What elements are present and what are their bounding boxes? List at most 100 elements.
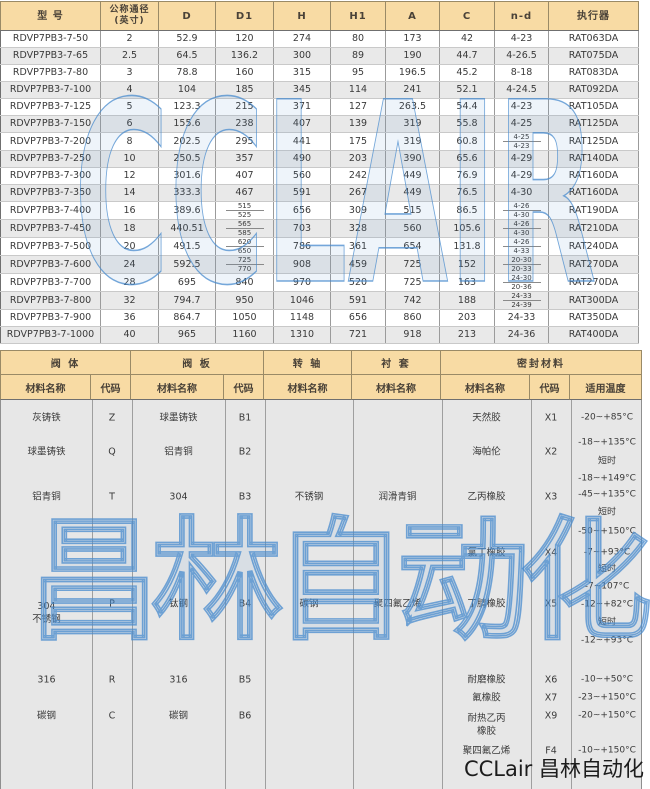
- liner-material: 聚四氟乙烯: [373, 598, 422, 610]
- spec-cell-d: 202.5: [158, 132, 216, 151]
- spec-cell-model: RDVP7PB3-7-450: [0, 219, 101, 238]
- spec-row: RDVP7PB3-7-600 24 592.5 725 770 908 459 725 152 2…: [0, 255, 639, 274]
- column-divider: [531, 400, 532, 789]
- spec-cell-value: 4-26: [513, 220, 530, 228]
- seal-temperature-range: -10~+150°C: [578, 745, 636, 756]
- spec-cell-act: RAT083DA: [548, 64, 639, 82]
- spec-cell-value: 585: [225, 228, 264, 237]
- seal-temperature-range: -7~107°C: [584, 581, 630, 592]
- spec-cell-value: 24-36: [507, 329, 536, 340]
- spec-cell-value: 24-39: [502, 300, 541, 309]
- spec-cell-d: 64.5: [158, 47, 216, 65]
- column-divider: [132, 400, 133, 789]
- spec-cell-value: 515: [237, 202, 252, 210]
- spec-cell-h: 703: [273, 219, 331, 238]
- spec-cell-nd: 4-25: [494, 115, 549, 133]
- valve-body-code: Q: [108, 446, 116, 458]
- seal-temperature-range: -50~+150°C: [578, 526, 636, 537]
- spec-cell-value: 4-26: [513, 238, 530, 246]
- spec-cell-h1: 89: [330, 47, 386, 65]
- spec-cell-h: 274: [273, 30, 331, 48]
- spec-col-header: C: [439, 1, 495, 31]
- spec-cell-h: 1046: [273, 291, 331, 310]
- seal-code: X1: [544, 412, 558, 424]
- spec-cell-d1: 840: [215, 273, 274, 292]
- spec-cell-model: RDVP7PB3-7-200: [0, 132, 101, 151]
- spec-cell-dn: 12: [100, 167, 159, 185]
- spec-cell-value: 407: [235, 170, 254, 181]
- spec-cell-value: 24-33: [511, 292, 532, 300]
- spec-cell-value: 1050: [232, 312, 257, 323]
- spec-cell-nd: 4-30: [494, 184, 549, 202]
- spec-cell-a: 241: [385, 81, 440, 99]
- spec-cell-d: 864.7: [158, 309, 216, 327]
- seal-code: X2: [544, 446, 558, 458]
- spec-cell-d: 333.3: [158, 184, 216, 202]
- spec-cell-c: 86.5: [439, 201, 495, 220]
- spec-cell-nd: 4-26 4-33: [494, 237, 549, 256]
- spec-cell-c: 105.6: [439, 219, 495, 238]
- seal-code: X4: [544, 547, 558, 559]
- spec-col-header: 公称通径 (英寸): [100, 1, 159, 31]
- spec-cell-nd: 24-33 24-39: [494, 291, 549, 310]
- spec-cell-model: RDVP7PB3-7-800: [0, 291, 101, 310]
- seal-material: 丁腈橡胶: [467, 598, 506, 610]
- spec-row: RDVP7PB3-7-150 6 155.6 238 407 139 319 55.8 4-25…: [0, 115, 639, 133]
- spec-cell-nd: 4-25 4-23: [494, 132, 549, 151]
- valve-plate-code: B2: [238, 446, 252, 458]
- spec-cell-a: 725: [385, 273, 440, 292]
- spec-cell-h1: 520: [330, 273, 386, 292]
- spec-cell-d: 440.51: [158, 219, 216, 238]
- spec-cell-dn: 32: [100, 291, 159, 310]
- spec-row: RDVP7PB3-7-350 14 333.3 467 591 267 449 76.5 4-3…: [0, 184, 639, 202]
- seal-material: 耐热乙丙 橡胶: [467, 713, 506, 737]
- shaft-material: 碳钢: [299, 598, 319, 610]
- spec-cell-dn: 20: [100, 237, 159, 256]
- material-subheader: 代码: [224, 374, 264, 400]
- spec-cell-a: 173: [385, 30, 440, 48]
- seal-temperature-range: -20~+85°C: [580, 412, 634, 423]
- spec-cell-value: 650: [225, 246, 264, 255]
- spec-cell-value: 525: [225, 210, 264, 219]
- spec-cell-value: 24-33: [507, 312, 536, 323]
- spec-cell-act: RAT160DA: [548, 167, 639, 185]
- spec-cell-model: RDVP7PB3-7-500: [0, 237, 101, 256]
- spec-row: RDVP7PB3-7-200 8 202.5 295 441 175 319 60.8 4-25…: [0, 132, 639, 151]
- spec-cell-value: 215: [235, 101, 254, 112]
- spec-cell-a: 196.5: [385, 64, 440, 82]
- spec-cell-model: RDVP7PB3-7-100: [0, 81, 101, 99]
- spec-cell-dn: 6: [100, 115, 159, 133]
- spec-col-header: 型 号: [0, 1, 101, 31]
- spec-cell-dn: 4: [100, 81, 159, 99]
- spec-cell-value: 840: [235, 276, 254, 288]
- material-group-header: 阀 板: [131, 350, 264, 374]
- spec-cell-dn: 40: [100, 326, 159, 344]
- spec-cell-d: 78.8: [158, 64, 216, 82]
- spec-cell-value: 4-23: [510, 33, 533, 44]
- spec-cell-value: 725: [237, 256, 252, 264]
- brand-footer-text: CCLair 昌林自动化: [463, 757, 644, 781]
- spec-cell-value: 4-25: [513, 133, 530, 141]
- spec-cell-value: 4-33: [502, 246, 541, 255]
- seal-temperature-range: -18~+149°C: [578, 473, 636, 484]
- valve-body-material: 304 不锈钢: [32, 601, 61, 625]
- spec-cell-d1: 185: [215, 81, 274, 99]
- spec-cell-a: 515: [385, 201, 440, 220]
- spec-cell-nd: 24-33: [494, 309, 549, 327]
- spec-cell-a: 742: [385, 291, 440, 310]
- spec-cell-c: 60.8: [439, 132, 495, 151]
- spec-cell-h1: 328: [330, 219, 386, 238]
- seal-temperature-range: -23~+150°C: [578, 692, 636, 703]
- spec-cell-h: 1148: [273, 309, 331, 327]
- seal-material: 氟橡胶: [472, 692, 501, 704]
- spec-cell-h1: 591: [330, 291, 386, 310]
- spec-row: RDVP7PB3-7-700 28 695 840 970 520 725 163 24-30 2…: [0, 273, 639, 292]
- spec-cell-value: 24-30: [511, 274, 532, 282]
- valve-body-code: R: [108, 674, 116, 686]
- valve-body-material: 球墨铸铁: [27, 446, 66, 458]
- material-subheader: 材料名称: [131, 374, 224, 400]
- spec-col-header: H: [273, 1, 331, 31]
- spec-cell-model: RDVP7PB3-7-125: [0, 98, 101, 116]
- spec-cell-a: 918: [385, 326, 440, 344]
